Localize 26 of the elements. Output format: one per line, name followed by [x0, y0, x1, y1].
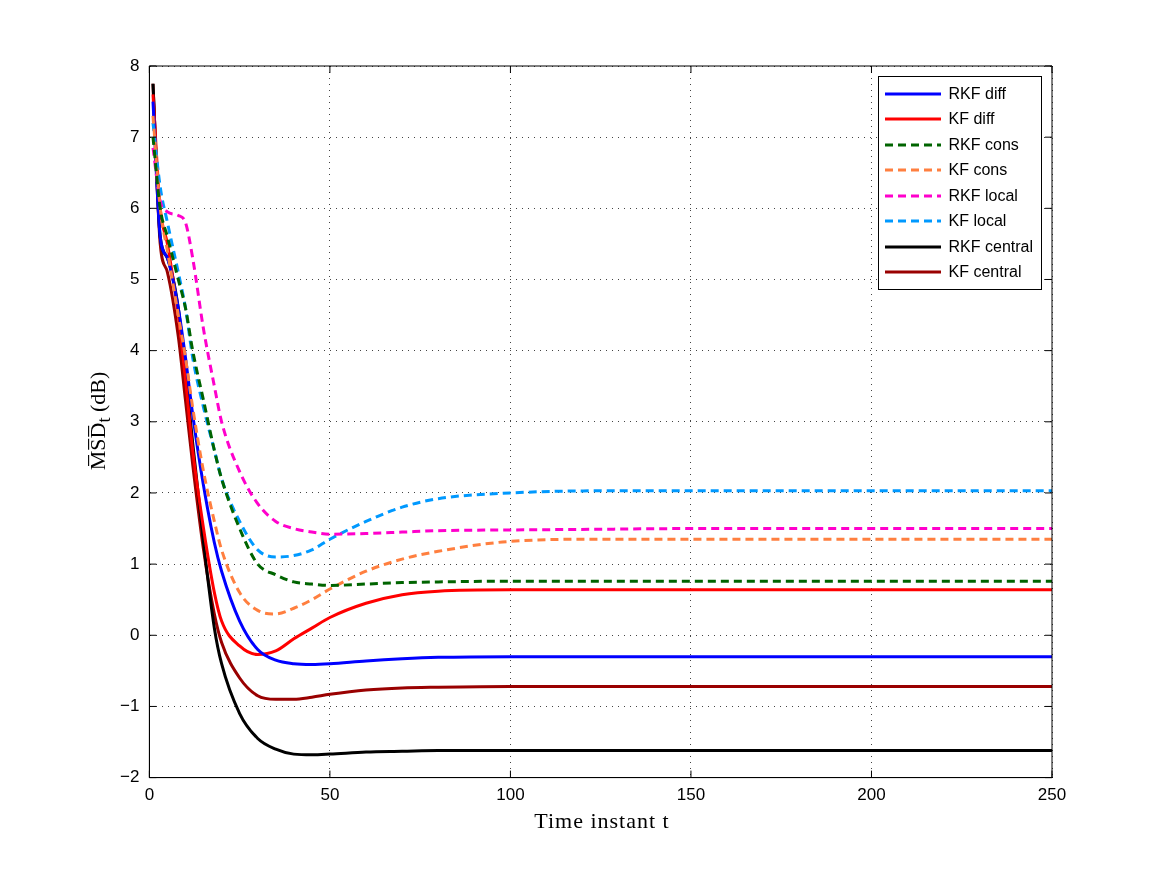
legend-label: KF central — [948, 263, 1022, 282]
y-tick-label: 4 — [129, 340, 140, 360]
x-tick-label: 250 — [1037, 785, 1067, 805]
y-tick-label: 2 — [129, 482, 140, 502]
x-tick-label: 50 — [320, 785, 340, 805]
y-tick-label: −1 — [119, 696, 140, 716]
legend-label: RKF cons — [948, 135, 1019, 154]
x-tick-label: 200 — [857, 785, 886, 805]
legend-label: RKF diff — [948, 84, 1007, 103]
y-tick-label: 3 — [129, 411, 140, 431]
y-tick-label: 6 — [129, 198, 140, 218]
legend-label: RKF central — [948, 237, 1033, 256]
legend-label: RKF local — [948, 186, 1018, 205]
x-tick-label: 0 — [144, 785, 155, 805]
legend-label: KF local — [948, 212, 1007, 231]
x-tick-label: 150 — [676, 785, 706, 805]
y-tick-label: 1 — [129, 553, 140, 573]
y-tick-label: −2 — [119, 767, 140, 787]
y-tick-label: 5 — [129, 269, 140, 289]
legend-label: KF diff — [948, 110, 995, 129]
y-tick-label: 7 — [129, 126, 140, 146]
y-tick-label: 8 — [129, 55, 140, 75]
legend-label: KF cons — [948, 161, 1008, 180]
x-axis-title: Time instant t — [534, 808, 670, 834]
y-tick-label: 0 — [129, 624, 140, 644]
x-tick-label: 100 — [496, 785, 525, 805]
